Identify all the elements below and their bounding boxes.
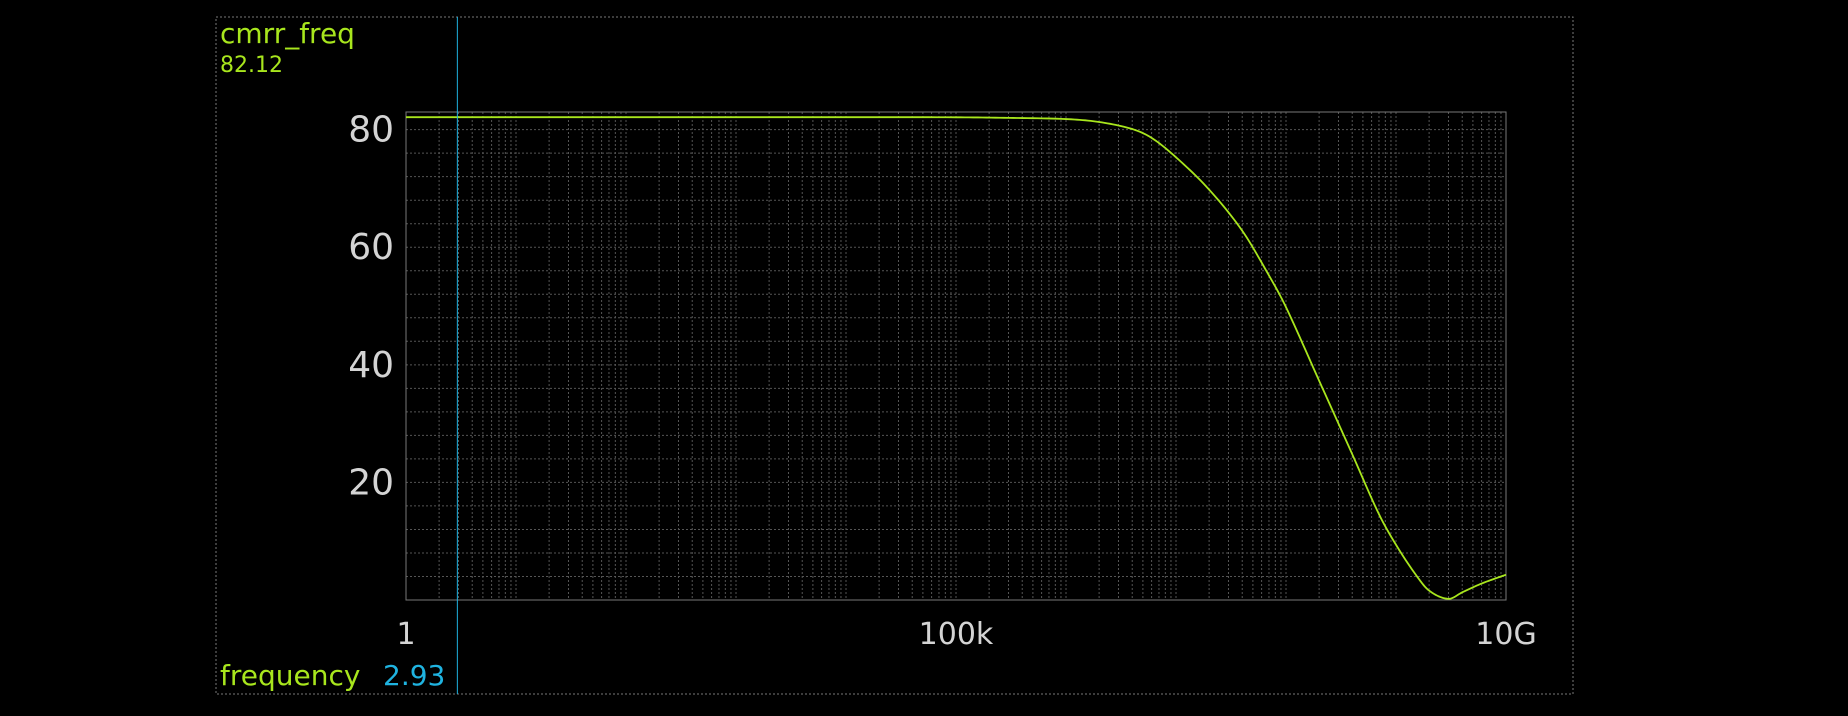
y-tick-label: 20 <box>348 462 394 503</box>
y-tick-label: 80 <box>348 110 394 151</box>
signal-value: 82.12 <box>220 53 283 78</box>
cmrr-trace <box>406 116 1507 600</box>
plot-area[interactable] <box>405 111 1507 601</box>
x-tick-label: 100k <box>919 617 994 652</box>
outer-frame <box>215 16 1574 695</box>
y-tick-label: 40 <box>348 345 394 386</box>
x-tick-label: 10G <box>1475 617 1536 652</box>
x-axis-name: frequency <box>220 659 360 692</box>
y-tick-label: 60 <box>348 227 394 268</box>
cursor-x-value: 2.93 <box>383 659 445 692</box>
tick-labels: 20 40 60 80 1 100k 10G <box>348 110 1537 652</box>
grid <box>406 112 1506 600</box>
signal-name: cmrr_freq <box>220 17 355 50</box>
x-tick-label: 1 <box>396 617 415 652</box>
